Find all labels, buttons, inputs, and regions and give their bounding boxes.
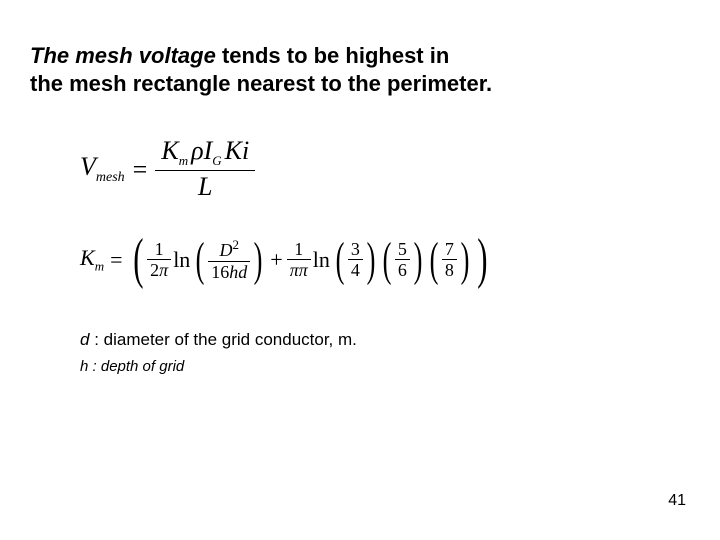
eq1-K: K bbox=[161, 136, 178, 165]
close-paren-outer: ) bbox=[477, 240, 487, 279]
definitions: d : diameter of the grid conductor, m. h… bbox=[80, 330, 690, 375]
eq2-K: K bbox=[80, 245, 95, 270]
equation-km: Km = ( 1 2π ln ( D2 16hd bbox=[80, 238, 690, 282]
eq1-I: I bbox=[204, 136, 213, 165]
eq1-fraction: KmρIG Ki L bbox=[155, 137, 255, 202]
eq1-Ki: Ki bbox=[225, 136, 250, 165]
num-1b: 1 bbox=[291, 240, 306, 259]
pi-b1: π bbox=[290, 260, 299, 280]
den-16hd: 16hd bbox=[208, 263, 250, 282]
num-D2: D2 bbox=[217, 238, 243, 260]
eq1-sub-mesh: mesh bbox=[96, 171, 125, 186]
frac-D2-16hd: D2 16hd bbox=[208, 238, 250, 282]
pi-b2: π bbox=[299, 260, 308, 280]
den-6: 6 bbox=[395, 261, 410, 280]
den-4: 4 bbox=[348, 261, 363, 280]
num-5: 5 bbox=[395, 240, 410, 259]
headline: The mesh voltage tends to be highest in … bbox=[30, 42, 690, 97]
eq2-outer-group: ( 1 2π ln ( D2 16hd ) + bbox=[129, 238, 492, 282]
equations: Vmesh = KmρIGKi L Km = ( 1 bbox=[80, 137, 690, 282]
eq1-V: V bbox=[80, 152, 96, 181]
den-pipi: ππ bbox=[287, 261, 311, 280]
paren-D2: ( D2 16hd ) bbox=[192, 238, 266, 282]
two: 2 bbox=[150, 260, 159, 280]
equation-vmesh: Vmesh = KmρIG Ki L bbox=[80, 137, 690, 202]
num-7: 7 bbox=[442, 240, 457, 259]
eq1-Km-sub: m bbox=[179, 153, 188, 168]
paren-7-8: ( 7 8 ) bbox=[426, 240, 473, 281]
eq1-numerator: KmρIG Ki bbox=[155, 137, 255, 168]
eq2-lhs: Km bbox=[80, 245, 104, 274]
D-var: D bbox=[220, 240, 233, 260]
def-d: d : diameter of the grid conductor, m. bbox=[80, 330, 690, 350]
frac-5-6: 5 6 bbox=[395, 240, 410, 281]
open-paren-34: ( bbox=[335, 243, 344, 277]
headline-line2: the mesh rectangle nearest to the perime… bbox=[30, 71, 492, 96]
close-paren-56: ) bbox=[413, 243, 422, 277]
num-3: 3 bbox=[348, 240, 363, 259]
frac-3-4: 3 4 bbox=[348, 240, 363, 281]
pi-a: π bbox=[159, 260, 168, 280]
eq1-denominator: L bbox=[192, 173, 218, 202]
open-paren-outer: ( bbox=[133, 240, 143, 279]
eq2-Km-sub: m bbox=[95, 259, 104, 274]
def-d-text: : diameter of the grid conductor, m. bbox=[89, 330, 356, 349]
open-paren-78: ( bbox=[429, 243, 438, 277]
frac-1-over-2pi: 1 2π bbox=[147, 240, 171, 281]
eq1-IG-sub: G bbox=[212, 153, 221, 168]
page-number: 41 bbox=[668, 492, 686, 510]
eq1-rho: ρ bbox=[191, 136, 203, 165]
paren-5-6: ( 5 6 ) bbox=[379, 240, 426, 281]
d-var: d bbox=[238, 262, 247, 282]
open-paren-56: ( bbox=[382, 243, 391, 277]
num-1a: 1 bbox=[152, 240, 167, 259]
D-sup2: 2 bbox=[233, 237, 240, 252]
den-2pi: 2π bbox=[147, 261, 171, 280]
plus-sign: + bbox=[270, 247, 282, 273]
headline-lead: The mesh voltage bbox=[30, 43, 216, 68]
paren-3-4: ( 3 4 ) bbox=[332, 240, 379, 281]
ln-1: ln bbox=[173, 247, 190, 273]
sixteen: 16 bbox=[211, 262, 229, 282]
def-h: h : depth of grid bbox=[80, 358, 690, 375]
close-paren-d2: ) bbox=[254, 243, 263, 277]
eq1-bar bbox=[155, 170, 255, 171]
frac-1-over-pipi: 1 ππ bbox=[287, 240, 311, 281]
ln-2: ln bbox=[313, 247, 330, 273]
open-paren-d2: ( bbox=[196, 243, 205, 277]
close-paren-78: ) bbox=[460, 243, 469, 277]
close-paren-34: ) bbox=[366, 243, 375, 277]
slide: The mesh voltage tends to be highest in … bbox=[0, 0, 720, 540]
eq2-equals: = bbox=[110, 247, 122, 273]
h-var: h bbox=[229, 262, 238, 282]
headline-rest1: tends to be highest in bbox=[216, 43, 449, 68]
den-8: 8 bbox=[442, 261, 457, 280]
eq1-lhs: Vmesh bbox=[80, 152, 125, 186]
def-h-text: : depth of grid bbox=[88, 358, 184, 375]
frac-7-8: 7 8 bbox=[442, 240, 457, 281]
eq1-equals: = bbox=[133, 155, 148, 185]
